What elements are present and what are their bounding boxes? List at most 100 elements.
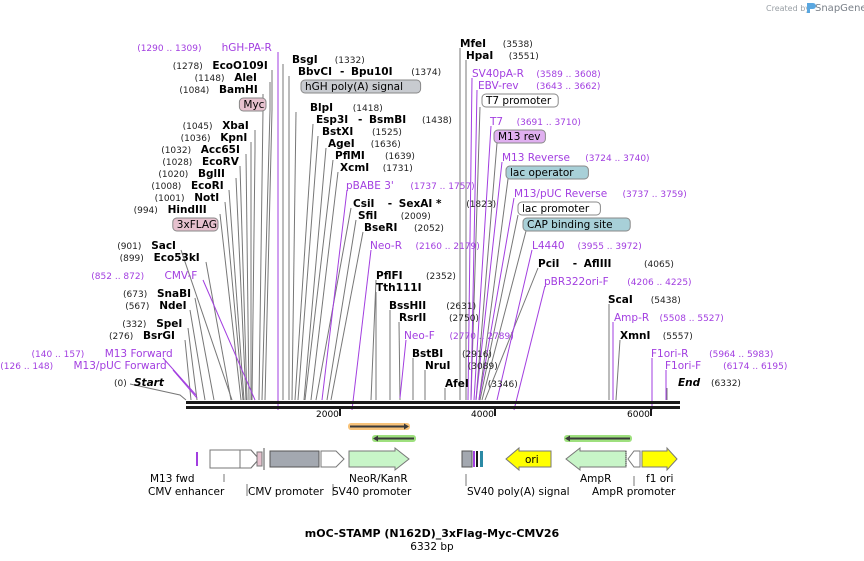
position-label: (126 .. 148) [0, 362, 53, 372]
lac-operator-feature[interactable] [476, 451, 478, 467]
position-label: (3551) [509, 52, 539, 62]
middle_labels_a-bsgi[interactable]: BsgI (1332) [292, 54, 365, 66]
position-label: (1525) [372, 128, 402, 138]
right_labels-pcii[interactable]: PciI - AflIII (4065) [538, 258, 674, 270]
svg-text:(0): (0) [114, 379, 127, 389]
middle_labels_a-afei[interactable]: AfeI (3346) [445, 378, 518, 390]
left_labels-bsrgi[interactable]: (276) BsrGI [109, 330, 175, 342]
left_labels-noti[interactable]: (1001) NotI [155, 192, 220, 204]
right_labels-sv40pa-r[interactable]: SV40pA-R (3589 .. 3608) [472, 68, 601, 80]
right_labels-scai[interactable]: ScaI (5438) [608, 294, 681, 306]
feature-tag-box [481, 93, 559, 108]
ori-feature[interactable] [505, 446, 552, 472]
site-name: EcoRI [191, 180, 224, 192]
right_labels-m13-reverse[interactable]: M13 Reverse (3724 .. 3740) [502, 152, 650, 164]
position-label: (4065) [644, 260, 674, 270]
middle_labels_a-neo-f[interactable]: Neo-F (2770 .. 2789) [404, 330, 514, 342]
hgh-polya-feature[interactable] [269, 450, 320, 468]
right_labels-ebv-rev[interactable]: EBV-rev (3643 .. 3662) [478, 80, 600, 92]
middle_labels_a-neo-r[interactable]: Neo-R (2160 .. 2179) [370, 240, 480, 252]
site-name: PciI [538, 258, 559, 270]
middle_labels_a-xcmi[interactable]: XcmI (1731) [340, 162, 413, 174]
left_labels-myc[interactable]: Myc [238, 97, 267, 112]
left_labels-hgh-pa-r[interactable]: (1290 .. 1309) hGH-PA-R [137, 42, 272, 54]
right_labels-pbr322ori-f[interactable]: pBR322ori-F (4206 .. 4225) [544, 276, 692, 288]
right_labels-m13-rev[interactable]: M13 rev [493, 129, 546, 144]
feature-track: ori [196, 446, 678, 472]
right_labels-cap-binding-site[interactable]: CAP binding site [522, 217, 631, 232]
right_labels-lac-operator[interactable]: lac operator [505, 165, 589, 180]
f1-ori-feature[interactable] [641, 446, 678, 472]
site-name: KpnI [220, 132, 247, 144]
middle_labels_a-agei[interactable]: AgeI (1636) [328, 138, 401, 150]
m13-fwd-feature[interactable] [196, 452, 198, 466]
left_labels-snabi[interactable]: (673) SnaBI [123, 288, 191, 300]
right_labels-amp-r[interactable]: Amp-R (5508 .. 5527) [614, 312, 724, 324]
left_labels-spei[interactable]: (332) SpeI [122, 318, 182, 330]
t7-promoter-feature[interactable] [473, 451, 475, 467]
right_labels-l4440[interactable]: L4440 (3955 .. 3972) [532, 240, 642, 252]
left_labels-ecoo109i[interactable]: (1278) EcoO109I [173, 60, 268, 72]
site-name: XcmI [340, 162, 369, 174]
cap-binding-feature[interactable] [480, 451, 483, 467]
position-label: (673) [123, 290, 147, 300]
cmv-promoter-label: CMV promoter [248, 486, 324, 498]
middle_labels_a-bbvci[interactable]: BbvCI - Bpu10I (1374) [298, 66, 441, 78]
left_labels-alei[interactable]: (1148) AleI [195, 72, 257, 84]
middle_labels_a-pbabe-3[interactable]: pBABE 3' (1737 .. 1757) [346, 180, 475, 192]
position-label: (3643 .. 3662) [536, 82, 600, 92]
left_labels-ndei[interactable]: (567) NdeI [125, 300, 186, 312]
middle_labels_a-tth111i[interactable]: Tth111I [376, 282, 421, 294]
middle_labels_a-bsshii[interactable]: BssHII (2631) [389, 300, 476, 312]
right_labels-f1ori-f[interactable]: F1ori-F (6174 .. 6195) [665, 360, 787, 372]
middle_labels_a-sfii[interactable]: SfiI (2009) [358, 210, 431, 222]
cmv-enhancer-feature[interactable] [209, 449, 260, 469]
left_labels-xbai[interactable]: (1045) XbaI [183, 120, 249, 132]
middle_labels_a-hgh-poly-a-signal[interactable]: hGH poly(A) signal [300, 79, 422, 94]
middle_labels_a-csii[interactable]: CsiI - SexAI * (1823) [353, 198, 496, 210]
middle_labels_a-pflfi[interactable]: PflFI (2352) [376, 270, 456, 282]
middle_labels_a-bstxi[interactable]: BstXI (1525) [322, 126, 402, 138]
sv40-promoter-feature[interactable] [320, 450, 345, 468]
middle_labels_a-nrui[interactable]: NruI (3089) [425, 360, 498, 372]
middle_labels_a-blpi[interactable]: BlpI (1418) [310, 102, 383, 114]
orf-reverse-green-neo [372, 435, 416, 442]
position-label: (3691 .. 3710) [517, 118, 581, 128]
primer-name: L4440 [532, 240, 565, 252]
right_labels-mfei[interactable]: MfeI (3538) [460, 38, 533, 50]
left_labels-kpni[interactable]: (1036) KpnI [181, 132, 248, 144]
neor-kanr-feature[interactable] [348, 446, 410, 472]
right_labels-xmni[interactable]: XmnI (5557) [620, 330, 693, 342]
middle_labels_a-bstbi[interactable]: BstBI (2916) [412, 348, 492, 360]
ampr-promoter-feature[interactable] [627, 450, 641, 468]
left_labels-m13-forward[interactable]: (140 .. 157) M13 Forward [32, 348, 173, 360]
right_labels-f1ori-r[interactable]: F1ori-R (5964 .. 5983) [651, 348, 773, 360]
site-name: AgeI [328, 138, 355, 150]
feature-tag-box [238, 97, 267, 112]
right_labels-hpai[interactable]: HpaI (3551) [466, 50, 539, 62]
ampr-feature[interactable] [565, 446, 627, 472]
left_labels-ecori[interactable]: (1008) EcoRI [151, 180, 223, 192]
site-name-separator: - [573, 258, 577, 270]
middle_labels_a-bseri[interactable]: BseRI (2052) [364, 222, 444, 234]
left_labels-m13-puc-forward[interactable]: (126 .. 148) M13/pUC Forward [0, 360, 166, 372]
left_labels-ecorv[interactable]: (1028) EcoRV [162, 156, 239, 168]
left_labels-bamhi[interactable]: (1084) BamHI [179, 84, 257, 96]
left_labels-cmv-f[interactable]: (852 .. 872) CMV-F [91, 270, 197, 282]
right_labels-t7-promoter[interactable]: T7 promoter [481, 93, 559, 108]
left_labels-hindiii[interactable]: (994) HindIII [134, 204, 207, 216]
myc-tag-feature[interactable] [256, 451, 263, 467]
middle_labels_a-esp3i[interactable]: Esp3I - BsmBI (1438) [316, 114, 452, 126]
sv40-polya-feature[interactable] [461, 450, 473, 468]
left_labels-eco53ki[interactable]: (899) Eco53kI [120, 252, 200, 264]
right_labels-m13-puc-reverse[interactable]: M13/pUC Reverse (3737 .. 3759) [514, 188, 687, 200]
middle_labels_a-rsrii[interactable]: RsrII (2750) [399, 312, 479, 324]
left_labels-saci[interactable]: (901) SacI [117, 240, 176, 252]
middle_labels_a-pflmi[interactable]: PflMI (1639) [335, 150, 415, 162]
left_labels-acc65i[interactable]: (1032) Acc65I [161, 144, 240, 156]
cmv-enhancer-label: CMV enhancer [148, 486, 225, 498]
right_labels-lac-promoter[interactable]: lac promoter [517, 201, 601, 216]
left_labels-bglii[interactable]: (1020) BglII [158, 168, 225, 180]
left_labels-3xflag[interactable]: 3xFLAG [172, 217, 219, 232]
right_labels-t7[interactable]: T7 (3691 .. 3710) [489, 116, 581, 128]
